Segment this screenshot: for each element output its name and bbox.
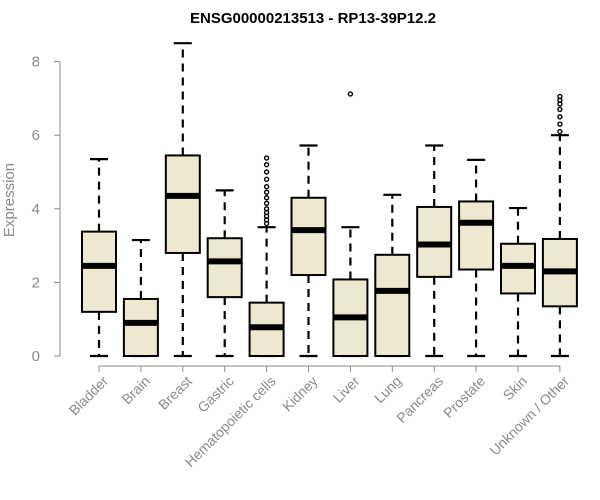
outlier-point <box>263 176 270 183</box>
outlier-point <box>347 91 354 97</box>
x-tick-label: Kidney <box>279 373 321 415</box>
outlier-point <box>263 189 270 195</box>
box-group <box>374 193 411 358</box>
outlier-point <box>263 184 270 190</box>
outlier-point <box>263 206 270 212</box>
box-group <box>416 144 453 358</box>
box <box>164 154 201 254</box>
x-tick-label: Unknown / Other <box>486 373 572 459</box>
box-group <box>206 189 243 358</box>
outlier-point <box>557 128 563 135</box>
y-tick-label: 0 <box>32 348 40 365</box>
x-tick-label: Brain <box>119 373 153 407</box>
y-tick-label: 6 <box>32 127 40 144</box>
box <box>374 253 411 357</box>
x-tick-label: Skin <box>500 373 531 404</box>
box-group <box>332 91 369 358</box>
outlier-point <box>557 121 563 127</box>
outlier-point <box>263 195 270 201</box>
outlier-point <box>557 93 563 100</box>
y-tick-label: 8 <box>32 54 40 71</box>
box-group <box>458 158 495 358</box>
box-group <box>248 155 285 358</box>
box-group <box>164 42 201 358</box>
outlier-point <box>263 169 270 175</box>
box-group <box>290 144 327 358</box>
box <box>290 196 327 277</box>
y-tick-label: 2 <box>32 274 40 291</box>
outlier-point <box>557 106 563 113</box>
x-tick-label: Pancreas <box>393 373 446 426</box>
chart-title: ENSG00000213513 - RP13-39P12.2 <box>190 10 436 27</box>
y-axis-label: Expression <box>1 163 18 237</box>
x-tick-label: Lung <box>371 373 404 406</box>
box <box>122 297 159 357</box>
box-group <box>500 206 536 358</box>
x-tick-label: Breast <box>155 373 195 413</box>
box <box>458 200 495 271</box>
outlier-point <box>557 114 563 120</box>
x-tick-label: Liver <box>330 373 363 406</box>
box <box>206 237 243 299</box>
x-tick-label: Prostate <box>440 373 488 421</box>
box <box>81 230 117 313</box>
outlier-point <box>263 200 270 206</box>
box-group <box>541 93 578 358</box>
x-tick-label: Bladder <box>66 373 112 419</box>
box-group <box>122 238 159 358</box>
box-group <box>81 158 117 358</box>
outlier-point <box>263 155 270 161</box>
outlier-point <box>263 161 270 168</box>
y-tick-label: 4 <box>32 201 40 218</box>
